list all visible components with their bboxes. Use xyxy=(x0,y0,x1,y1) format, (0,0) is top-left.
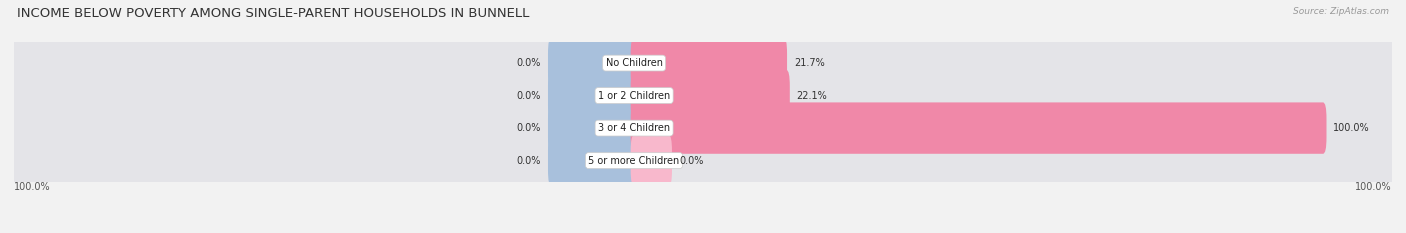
Text: INCOME BELOW POVERTY AMONG SINGLE-PARENT HOUSEHOLDS IN BUNNELL: INCOME BELOW POVERTY AMONG SINGLE-PARENT… xyxy=(17,7,529,20)
FancyBboxPatch shape xyxy=(13,129,1393,192)
Text: 21.7%: 21.7% xyxy=(794,58,825,68)
Text: 3 or 4 Children: 3 or 4 Children xyxy=(598,123,671,133)
Text: 0.0%: 0.0% xyxy=(517,58,541,68)
FancyBboxPatch shape xyxy=(631,37,787,89)
Text: 0.0%: 0.0% xyxy=(679,156,703,166)
FancyBboxPatch shape xyxy=(631,135,672,186)
FancyBboxPatch shape xyxy=(548,37,637,89)
Text: 0.0%: 0.0% xyxy=(517,123,541,133)
FancyBboxPatch shape xyxy=(631,70,790,121)
FancyBboxPatch shape xyxy=(631,103,1326,154)
Text: Source: ZipAtlas.com: Source: ZipAtlas.com xyxy=(1294,7,1389,16)
FancyBboxPatch shape xyxy=(13,31,1393,95)
Text: 5 or more Children: 5 or more Children xyxy=(589,156,679,166)
Text: 0.0%: 0.0% xyxy=(517,156,541,166)
Text: 100.0%: 100.0% xyxy=(1333,123,1369,133)
Text: 22.1%: 22.1% xyxy=(797,91,828,101)
FancyBboxPatch shape xyxy=(548,135,637,186)
Text: 1 or 2 Children: 1 or 2 Children xyxy=(598,91,671,101)
FancyBboxPatch shape xyxy=(13,64,1393,127)
Text: 100.0%: 100.0% xyxy=(14,182,51,192)
Text: 0.0%: 0.0% xyxy=(517,91,541,101)
Text: No Children: No Children xyxy=(606,58,662,68)
FancyBboxPatch shape xyxy=(13,96,1393,160)
Text: 100.0%: 100.0% xyxy=(1355,182,1392,192)
FancyBboxPatch shape xyxy=(548,103,637,154)
FancyBboxPatch shape xyxy=(548,70,637,121)
